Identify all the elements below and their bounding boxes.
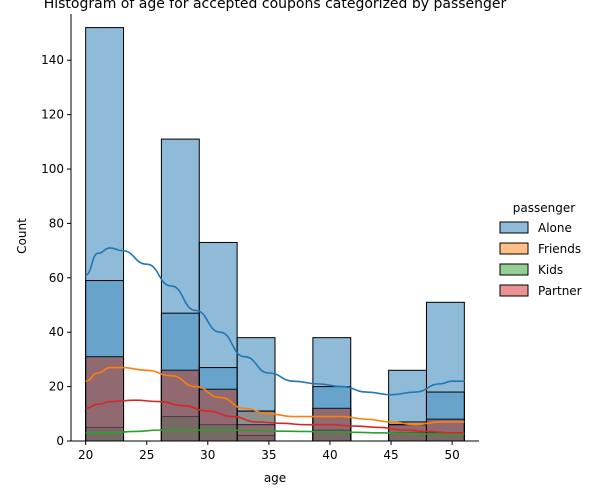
y-tick-label: 40 (49, 325, 64, 339)
legend-label: Alone (538, 221, 572, 235)
kde-line-alone (85, 247, 465, 396)
y-tick-label: 100 (41, 162, 64, 176)
legend: passenger Alone Friends Kids Partner (499, 201, 582, 298)
kde-line-friends (85, 366, 465, 426)
axes-layer: 0 20 40 60 80 100 120 140 20 25 30 35 40 45 50 (41, 14, 479, 462)
chart-title: Histogram of age for accepted coupons ca… (44, 0, 507, 12)
legend-title: passenger (513, 201, 575, 215)
bar-overlap (198, 367, 238, 442)
legend-label: Friends (538, 242, 581, 256)
legend-item-friends: Friends (499, 242, 581, 256)
legend-label: Kids (538, 263, 563, 277)
legend-item-alone: Alone (499, 221, 572, 235)
legend-swatch (499, 242, 529, 255)
bar-overlap (160, 312, 200, 442)
kde-layer (85, 247, 465, 436)
x-tick-label: 20 (78, 448, 93, 462)
x-tick-label: 50 (444, 448, 459, 462)
y-axis-label: Count (15, 218, 29, 254)
x-tick-label: 25 (139, 448, 154, 462)
y-tick-label: 20 (49, 380, 64, 394)
y-tick-label: 140 (41, 53, 64, 67)
y-tick-label: 120 (41, 108, 64, 122)
bar-overlap (236, 410, 276, 442)
kde-line-partner (85, 399, 465, 434)
bar-overlap (85, 280, 125, 442)
bars-layer (85, 27, 465, 442)
x-tick-label: 40 (322, 448, 337, 462)
legend-swatch (499, 221, 529, 234)
legend-label: Partner (538, 284, 582, 298)
legend-swatch (499, 284, 529, 297)
kde-line-kids (85, 429, 465, 436)
x-tick-label: 35 (261, 448, 276, 462)
legend-item-partner: Partner (499, 284, 582, 298)
x-tick-label: 30 (200, 448, 215, 462)
bars-alone (85, 27, 465, 442)
legend-item-kids: Kids (499, 263, 563, 277)
y-tick-label: 0 (56, 434, 64, 448)
legend-swatch (499, 263, 529, 276)
y-tick-label: 80 (49, 216, 64, 230)
x-tick-label: 45 (383, 448, 398, 462)
y-tick-label: 60 (49, 271, 64, 285)
x-axis-label: age (264, 471, 286, 485)
